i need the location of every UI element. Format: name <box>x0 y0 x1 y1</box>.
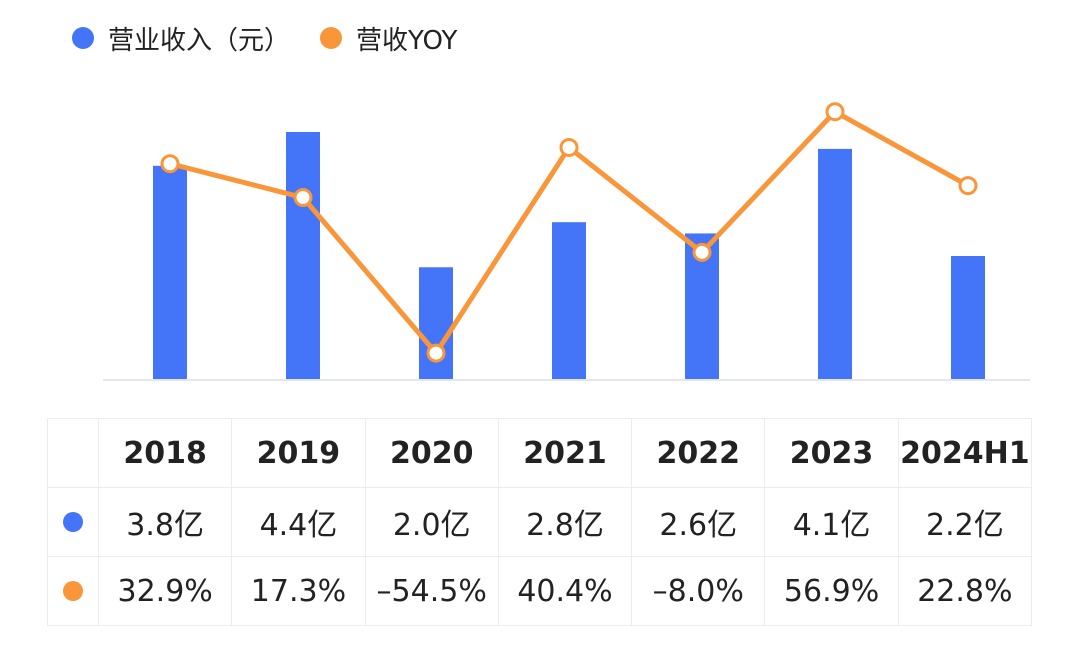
yoy-points <box>160 102 978 363</box>
table-header-cell: 2022 <box>631 418 766 488</box>
data-table: 2018 2019 2020 2021 2022 2023 2024H1 3.8… <box>47 418 1033 626</box>
yoy-cell: 32.9% <box>97 556 233 626</box>
yoy-point-2024H1[interactable] <box>958 176 978 196</box>
revenue-bar-2023[interactable] <box>818 148 852 380</box>
chart-legend: 营业收入（元） 营收YOY <box>72 18 487 58</box>
yoy-cell: 22.8% <box>897 556 1033 626</box>
revenue-bar-2018[interactable] <box>153 165 187 380</box>
table-corner-cell <box>47 418 99 488</box>
revenue-cell: 4.4亿 <box>231 487 366 557</box>
revenue-cell: 3.8亿 <box>97 487 233 557</box>
yoy-cell: –54.5% <box>364 556 499 626</box>
revenue-cell: 2.6亿 <box>631 487 766 557</box>
legend-item-revenue[interactable]: 营业收入（元） <box>72 20 290 57</box>
table-row-revenue: 3.8亿 4.4亿 2.0亿 2.8亿 2.6亿 4.1亿 2.2亿 <box>47 487 1033 557</box>
table-header-cell: 2024H1 <box>897 418 1033 488</box>
revenue-dot-icon <box>63 512 83 533</box>
table-header-cell: 2020 <box>364 418 499 488</box>
revenue-bar-2020[interactable] <box>419 267 453 380</box>
yoy-point-2018[interactable] <box>160 154 180 174</box>
yoy-point-2023[interactable] <box>825 102 845 122</box>
table-header-cell: 2023 <box>764 418 899 488</box>
table-header-cell: 2021 <box>497 418 633 488</box>
yoy-point-2019[interactable] <box>293 188 313 208</box>
revenue-yoy-chart <box>103 102 1030 381</box>
revenue-bar-2024H1[interactable] <box>951 256 985 380</box>
revenue-bars <box>153 132 985 380</box>
revenue-cell: 2.0亿 <box>364 487 499 557</box>
yoy-cell: 40.4% <box>497 556 633 626</box>
yoy-cell: 17.3% <box>231 556 366 626</box>
table-row-yoy: 32.9% 17.3% –54.5% 40.4% –8.0% 56.9% 22.… <box>47 556 1033 626</box>
yoy-cell: –8.0% <box>631 556 766 626</box>
legend-revenue-dot <box>72 27 94 49</box>
legend-revenue-label: 营业收入（元） <box>108 25 291 56</box>
revenue-cell: 4.1亿 <box>764 487 899 557</box>
table-header-cell: 2018 <box>97 418 233 488</box>
legend-yoy-label: 营收YOY <box>356 25 458 56</box>
table-header-row: 2018 2019 2020 2021 2022 2023 2024H1 <box>47 418 1033 488</box>
yoy-cell: 56.9% <box>764 556 899 626</box>
revenue-cell: 2.2亿 <box>897 487 1033 557</box>
revenue-cell: 2.8亿 <box>497 487 633 557</box>
yoy-point-2021[interactable] <box>559 137 579 157</box>
legend-yoy-dot <box>320 27 343 49</box>
revenue-bar-2021[interactable] <box>552 222 586 380</box>
yoy-point-2020[interactable] <box>426 343 446 363</box>
revenue-bar-2019[interactable] <box>286 132 320 380</box>
yoy-dot-icon <box>63 581 83 602</box>
row-marker-cell <box>47 556 99 626</box>
table-header-cell: 2019 <box>231 418 366 488</box>
legend-item-yoy[interactable]: 营收YOY <box>320 20 457 57</box>
yoy-point-2022[interactable] <box>692 242 712 262</box>
row-marker-cell <box>47 487 99 557</box>
